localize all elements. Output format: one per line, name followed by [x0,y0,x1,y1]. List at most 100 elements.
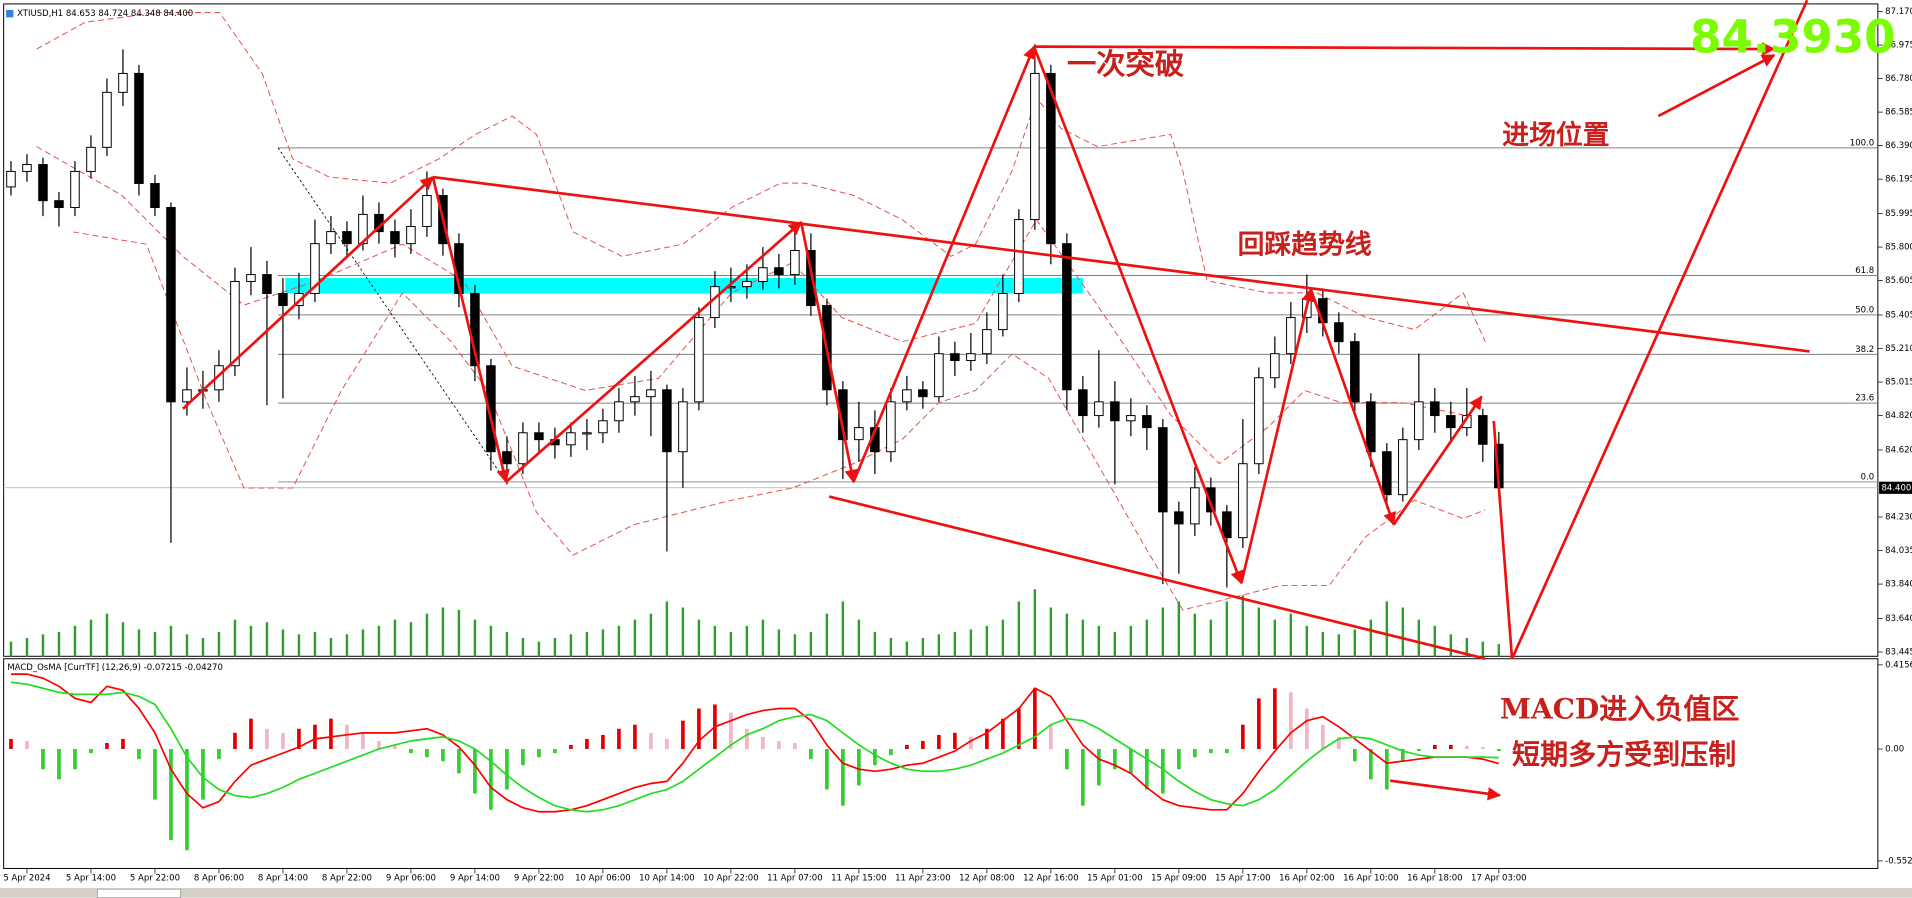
tab[interactable] [97,888,181,898]
upper-trend-line [432,175,1810,353]
histogram-bar [841,749,845,806]
y-tick-label: 83.445 [1885,647,1912,657]
candle-body [1414,401,1424,441]
histogram-bar [1305,708,1309,750]
candle-body [902,389,912,403]
candle-body [38,164,48,202]
candle-body [950,353,960,362]
histogram-bar [1369,749,1373,780]
candle-body [678,401,688,453]
candle-body [166,207,176,403]
histogram-bar [441,749,445,762]
histogram-bar [313,724,317,750]
histogram-bar [281,732,285,750]
histogram-bar [601,734,605,750]
histogram-bar [297,728,301,750]
annotation: MACD进入负值区 [1500,693,1740,726]
x-tick-label: 12 Apr 08:00 [959,874,1015,884]
candle-body [1238,463,1248,539]
band-lower [73,231,1486,611]
histogram-bar [729,712,733,750]
y-tick-label: 85.015 [1885,378,1912,388]
histogram-bar [1257,698,1261,750]
histogram-bar [1209,749,1213,754]
macd-line [10,681,1499,813]
candle-body [838,389,848,441]
histogram-bar [873,749,877,766]
histogram-bar [761,736,765,750]
histogram-bar [889,749,893,756]
histogram-bar [1417,749,1421,752]
histogram-bar [985,728,989,750]
histogram-bar [89,749,93,754]
y-tick-label: 86.195 [1885,175,1912,185]
annotation: 回踩趋势线 [1238,230,1372,261]
histogram-bar [1049,724,1053,750]
histogram-bar [857,749,861,786]
x-tick-label: 16 Apr 18:00 [1407,874,1463,884]
entry-arrow [1657,53,1776,118]
y-tick-label: 83.840 [1885,580,1912,590]
candle-body [854,427,864,441]
candle-body [1478,415,1488,445]
y-tick-label: 84.820 [1885,411,1912,421]
candle-body [502,451,512,465]
candle-body [1174,511,1184,525]
histogram-bar [1081,749,1085,806]
histogram-bar [1177,749,1181,770]
candle-body [1158,427,1168,513]
histogram-bar [9,738,13,750]
candle-body [326,231,336,245]
candle-body [774,267,784,276]
histogram-bar [1353,749,1357,762]
candle-body [614,401,624,422]
candle-body [1110,401,1120,422]
candle-body [806,250,816,307]
histogram-bar [1001,718,1005,750]
candle-body [518,432,528,465]
background-layer: 87.170 86.975 86.780 86.585 86.390 86.195 85.9… [3,7,1912,884]
x-tick-label: 16 Apr 10:00 [1343,874,1399,884]
histogram-bar [665,738,669,750]
y-tick-label: 86.585 [1885,108,1912,118]
histogram-bar [1464,745,1469,750]
candle-body [534,432,544,441]
x-tick-label: 10 Apr 14:00 [639,874,695,884]
histogram-bar [681,720,685,750]
candle-body [1318,298,1328,324]
y-tick-label: 84.620 [1885,445,1912,455]
histogram-bar [249,718,253,750]
histogram-bar [73,749,77,770]
candle-body [22,164,32,172]
candle-body [1446,415,1456,429]
x-tick-label: 15 Apr 09:00 [1151,874,1207,884]
x-tick-label: 9 Apr 06:00 [386,874,436,884]
x-tick-label: 8 Apr 14:00 [258,874,308,884]
x-tick-label: 8 Apr 06:00 [194,874,244,884]
x-tick-label: 15 Apr 17:00 [1215,874,1271,884]
fib-label: 50.0 [1855,306,1874,316]
zone [285,278,1083,294]
histogram-bar [425,749,429,758]
histogram-bar [1033,688,1037,750]
candle-body [1254,377,1264,465]
fib-label: 61.8 [1855,266,1874,276]
candle-body [742,280,752,288]
fib-diagonal [277,147,507,483]
y-tick-label: 84.035 [1885,546,1912,556]
histogram-bar [953,732,957,750]
wave-path [505,221,803,483]
fib-label: 100.0 [1850,138,1874,148]
histogram-bar [1097,749,1101,786]
fib-label: 0.0 [1861,473,1875,483]
candle-body [1270,353,1280,379]
last-price-box [1879,481,1912,494]
macd-title: MACD_OsMA [CurrTF] (12,26,9) -0.07215 -0… [7,663,223,673]
wave-path [1392,395,1483,526]
histogram-bar [1017,708,1021,750]
x-tick-label: 11 Apr 07:00 [767,874,823,884]
histogram-bar [457,749,461,774]
candle-body [246,274,256,282]
histogram-bar [505,749,509,790]
x-tick-label: 5 Apr 2024 [3,874,50,884]
